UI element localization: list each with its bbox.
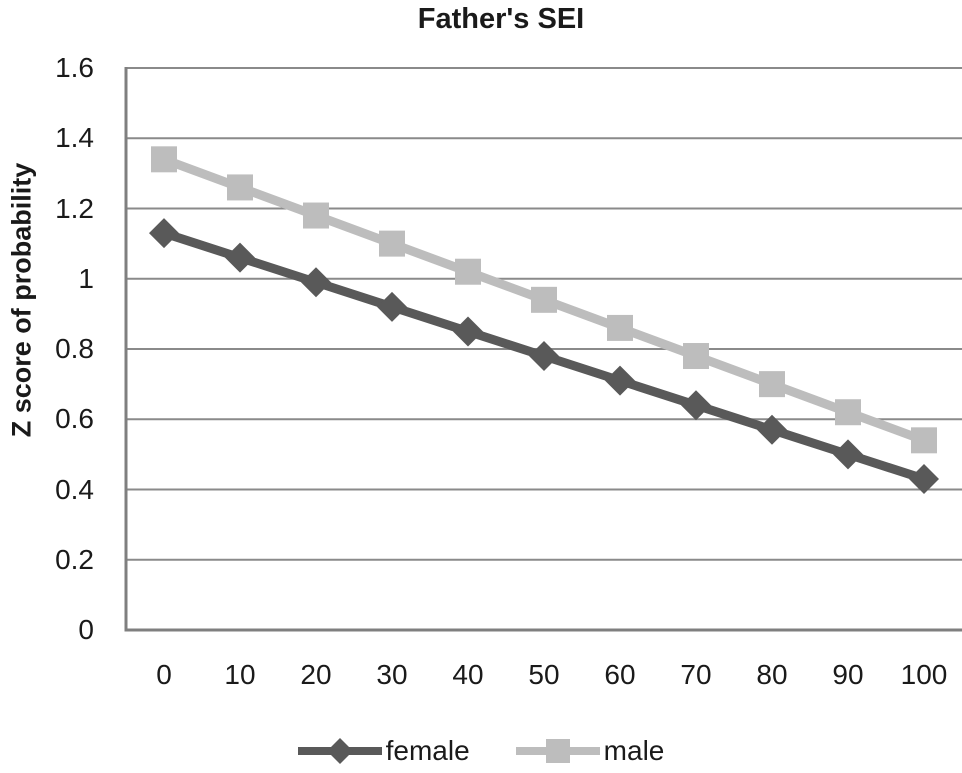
series-female-marker (605, 365, 635, 396)
series-female-marker (225, 242, 255, 273)
legend-male-marker (515, 739, 600, 763)
x-tick-label: 30 (376, 659, 408, 690)
series-female-marker (909, 463, 939, 494)
y-tick-label: 1.4 (55, 122, 94, 154)
series-male-marker (683, 343, 709, 370)
series-female-marker (681, 390, 711, 421)
x-tick-label: 40 (452, 659, 484, 690)
x-tick-label: 50 (528, 659, 560, 690)
y-tick-label: 1 (78, 262, 94, 294)
series-female-marker (833, 439, 863, 470)
legend-label-female: female (385, 735, 470, 766)
series-male-marker (379, 230, 405, 257)
x-tick-label: 0 (156, 659, 172, 690)
series-male-marker (303, 202, 329, 229)
legend-label-male: male (603, 735, 665, 766)
series-female-marker (757, 414, 787, 445)
legend-item-female: female (297, 734, 470, 768)
legend-female-marker (297, 738, 382, 764)
legend: female male (0, 734, 962, 768)
series-female-marker (149, 218, 179, 249)
series-male-marker (835, 399, 861, 426)
series-female-marker (453, 316, 483, 347)
x-tick-label: 80 (756, 659, 788, 690)
y-tick-label: 0.4 (55, 473, 94, 505)
y-tick-label: 0.8 (55, 333, 94, 364)
series-male-marker (531, 286, 557, 313)
series-male-marker (151, 146, 177, 173)
series-male-marker (607, 314, 633, 341)
series-male-marker (911, 427, 937, 454)
series-female-marker (377, 291, 407, 322)
series-male-marker (455, 258, 481, 285)
series-male-marker (227, 174, 253, 201)
y-tick-label: 0 (78, 614, 94, 645)
series-male-marker (759, 371, 785, 398)
x-tick-label: 100 (900, 659, 948, 690)
x-tick-label: 60 (604, 659, 636, 690)
legend-marker-shape (545, 739, 570, 763)
y-tick-label: 0.6 (55, 403, 94, 435)
chart-title: Father's SEI (417, 3, 585, 35)
x-tick-label: 90 (832, 659, 864, 690)
legend-item-male: male (515, 734, 665, 768)
x-tick-label: 70 (680, 659, 712, 690)
x-tick-label: 10 (224, 659, 256, 690)
x-tick-label: 20 (300, 659, 332, 690)
legend-marker-shape (326, 738, 353, 764)
y-tick-label: 1.6 (55, 52, 94, 83)
series-female-marker (529, 341, 559, 372)
y-tick-label: 1.2 (55, 192, 94, 224)
series-female-marker (301, 267, 331, 298)
y-tick-label: 0.2 (55, 543, 94, 575)
